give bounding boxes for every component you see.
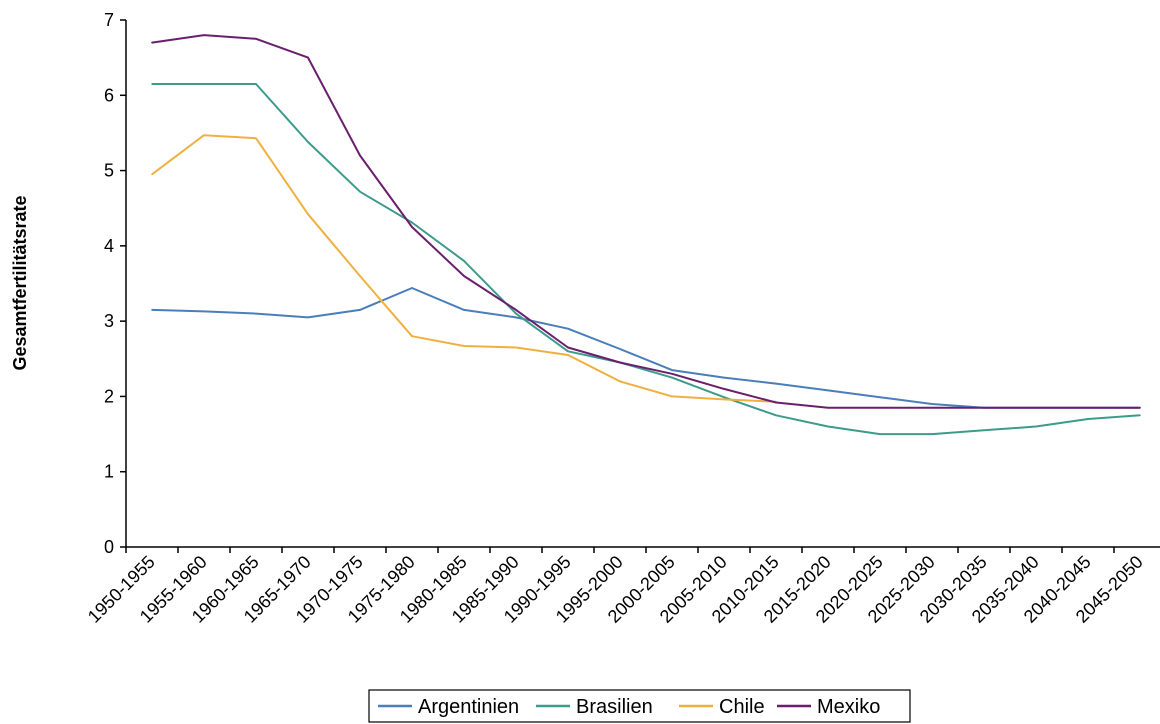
data-point [1087,406,1089,409]
series-line [152,83,1141,436]
y-tick-label: 1 [104,462,114,482]
data-point [359,275,361,277]
data-point [879,396,881,398]
data-point [463,345,465,347]
x-tick-labels: 1950-19551955-19601960-19651965-19701970… [84,547,1147,627]
data-point [1087,418,1089,420]
axes [125,20,1160,548]
y-tick-label: 3 [104,311,114,331]
data-point [671,369,673,371]
data-point [567,346,569,349]
data-point [879,433,881,435]
data-point [203,34,205,36]
data-point [203,83,205,85]
data-point [723,396,725,398]
series-lines [151,34,1141,436]
data-point [411,335,413,338]
data-point [463,275,465,277]
data-point [931,406,933,409]
data-point [255,137,257,139]
data-point [359,309,361,311]
legend-label: Chile [719,696,765,718]
legend-box [368,689,911,723]
data-point [151,309,153,311]
y-tick-label: 2 [104,386,114,406]
y-tick-label: 6 [104,85,114,105]
data-point [567,350,569,353]
data-point [411,287,413,289]
data-point [619,380,621,383]
data-point [775,401,777,404]
data-point [307,141,309,143]
data-point [775,382,777,385]
legend-label: Brasilien [576,696,653,718]
data-point [359,154,361,157]
legend: Argentinien Brasilien Chile Mexiko [368,689,911,723]
y-tick-labels: 0 1 2 3 4 5 6 7 [104,10,126,557]
series-chile [151,134,777,403]
data-point [931,403,933,405]
data-point [203,310,205,313]
data-point [567,354,569,356]
data-point [619,361,621,364]
legend-label: Mexiko [817,696,880,718]
data-point [671,373,673,375]
data-point [723,398,725,401]
y-tick-label: 5 [104,161,114,181]
data-point [411,226,413,228]
data-point [515,316,517,319]
data-point [1035,425,1037,428]
data-point [151,41,153,44]
data-point [255,83,257,85]
data-point [359,190,361,193]
data-point [671,376,673,379]
data-point [255,312,257,315]
data-point [827,406,829,409]
data-point [463,260,465,262]
data-point [1139,406,1141,409]
data-point [567,327,569,330]
data-point [827,389,829,392]
data-point [411,221,413,224]
data-point [151,173,153,176]
y-tick-label: 7 [104,10,114,30]
y-tick-label: 0 [104,537,114,557]
data-point [515,312,517,315]
data-point [515,346,517,349]
data-point [723,388,725,390]
y-axis-label: Gesamtfertilitätsrate [10,195,30,370]
data-point [775,414,777,417]
data-point [723,376,725,379]
data-point [151,83,153,85]
data-point [983,429,985,432]
data-point [879,406,881,409]
series-line [151,134,777,403]
series-argentinien [151,287,1141,409]
legend-label: Argentinien [418,696,519,718]
data-point [983,406,985,409]
data-point [255,38,257,40]
series-mexiko [151,34,1141,409]
data-point [463,309,465,311]
data-point [307,56,309,59]
data-point [1139,414,1141,417]
data-point [515,309,517,311]
data-point [931,433,933,435]
data-point [827,425,829,428]
series-brasilien [151,83,1141,436]
series-line [151,34,1140,409]
data-point [619,348,621,350]
data-point [671,395,673,398]
data-point [307,213,309,216]
y-tick-label: 4 [104,236,114,256]
data-point [307,316,309,319]
data-point [1035,406,1037,409]
data-point [203,134,205,136]
